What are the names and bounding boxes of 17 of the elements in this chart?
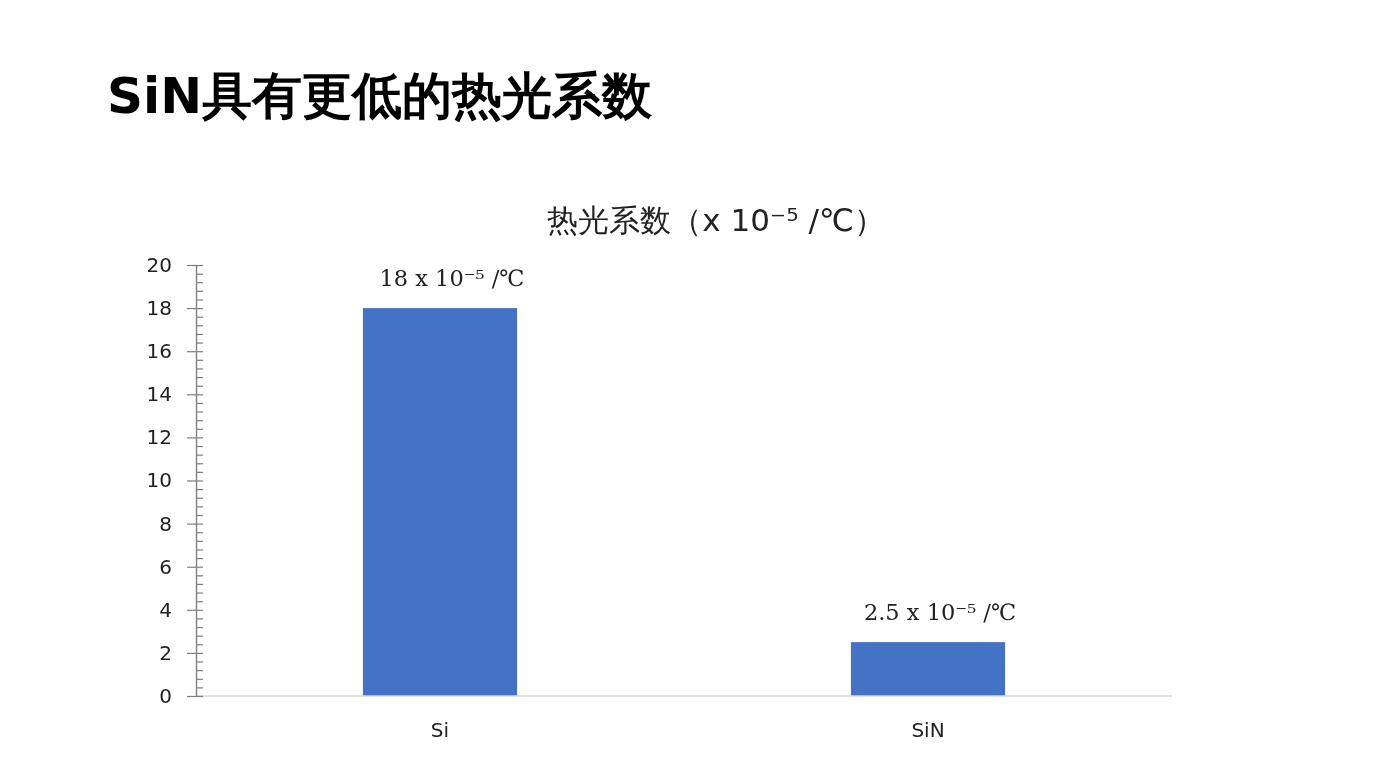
chart-subtitle: 热光系数（x 10⁻⁵ /℃） xyxy=(547,202,885,238)
y-tick-label: 2 xyxy=(159,640,172,665)
x-tick-label: SiN xyxy=(911,718,945,742)
y-tick-label: 4 xyxy=(159,597,172,622)
data-label: 2.5 x 10⁻⁵ /℃ xyxy=(863,599,1017,626)
data-label: 18 x 10⁻⁵ /℃ xyxy=(379,265,525,292)
y-tick-label: 0 xyxy=(159,683,172,708)
x-tick-label: Si xyxy=(430,718,450,742)
y-tick-label: 18 xyxy=(146,296,172,320)
y-tick-label: 14 xyxy=(146,382,172,407)
y-tick-label: 10 xyxy=(146,468,172,493)
y-tick-label: 6 xyxy=(159,554,172,579)
chart-title: SiN具有更低的热光系数 xyxy=(107,67,653,125)
y-tick-label: 20 xyxy=(146,252,172,277)
y-tick-label: 16 xyxy=(146,339,172,364)
y-tick-label: 12 xyxy=(146,425,172,450)
y-tick-label: 8 xyxy=(159,511,172,536)
